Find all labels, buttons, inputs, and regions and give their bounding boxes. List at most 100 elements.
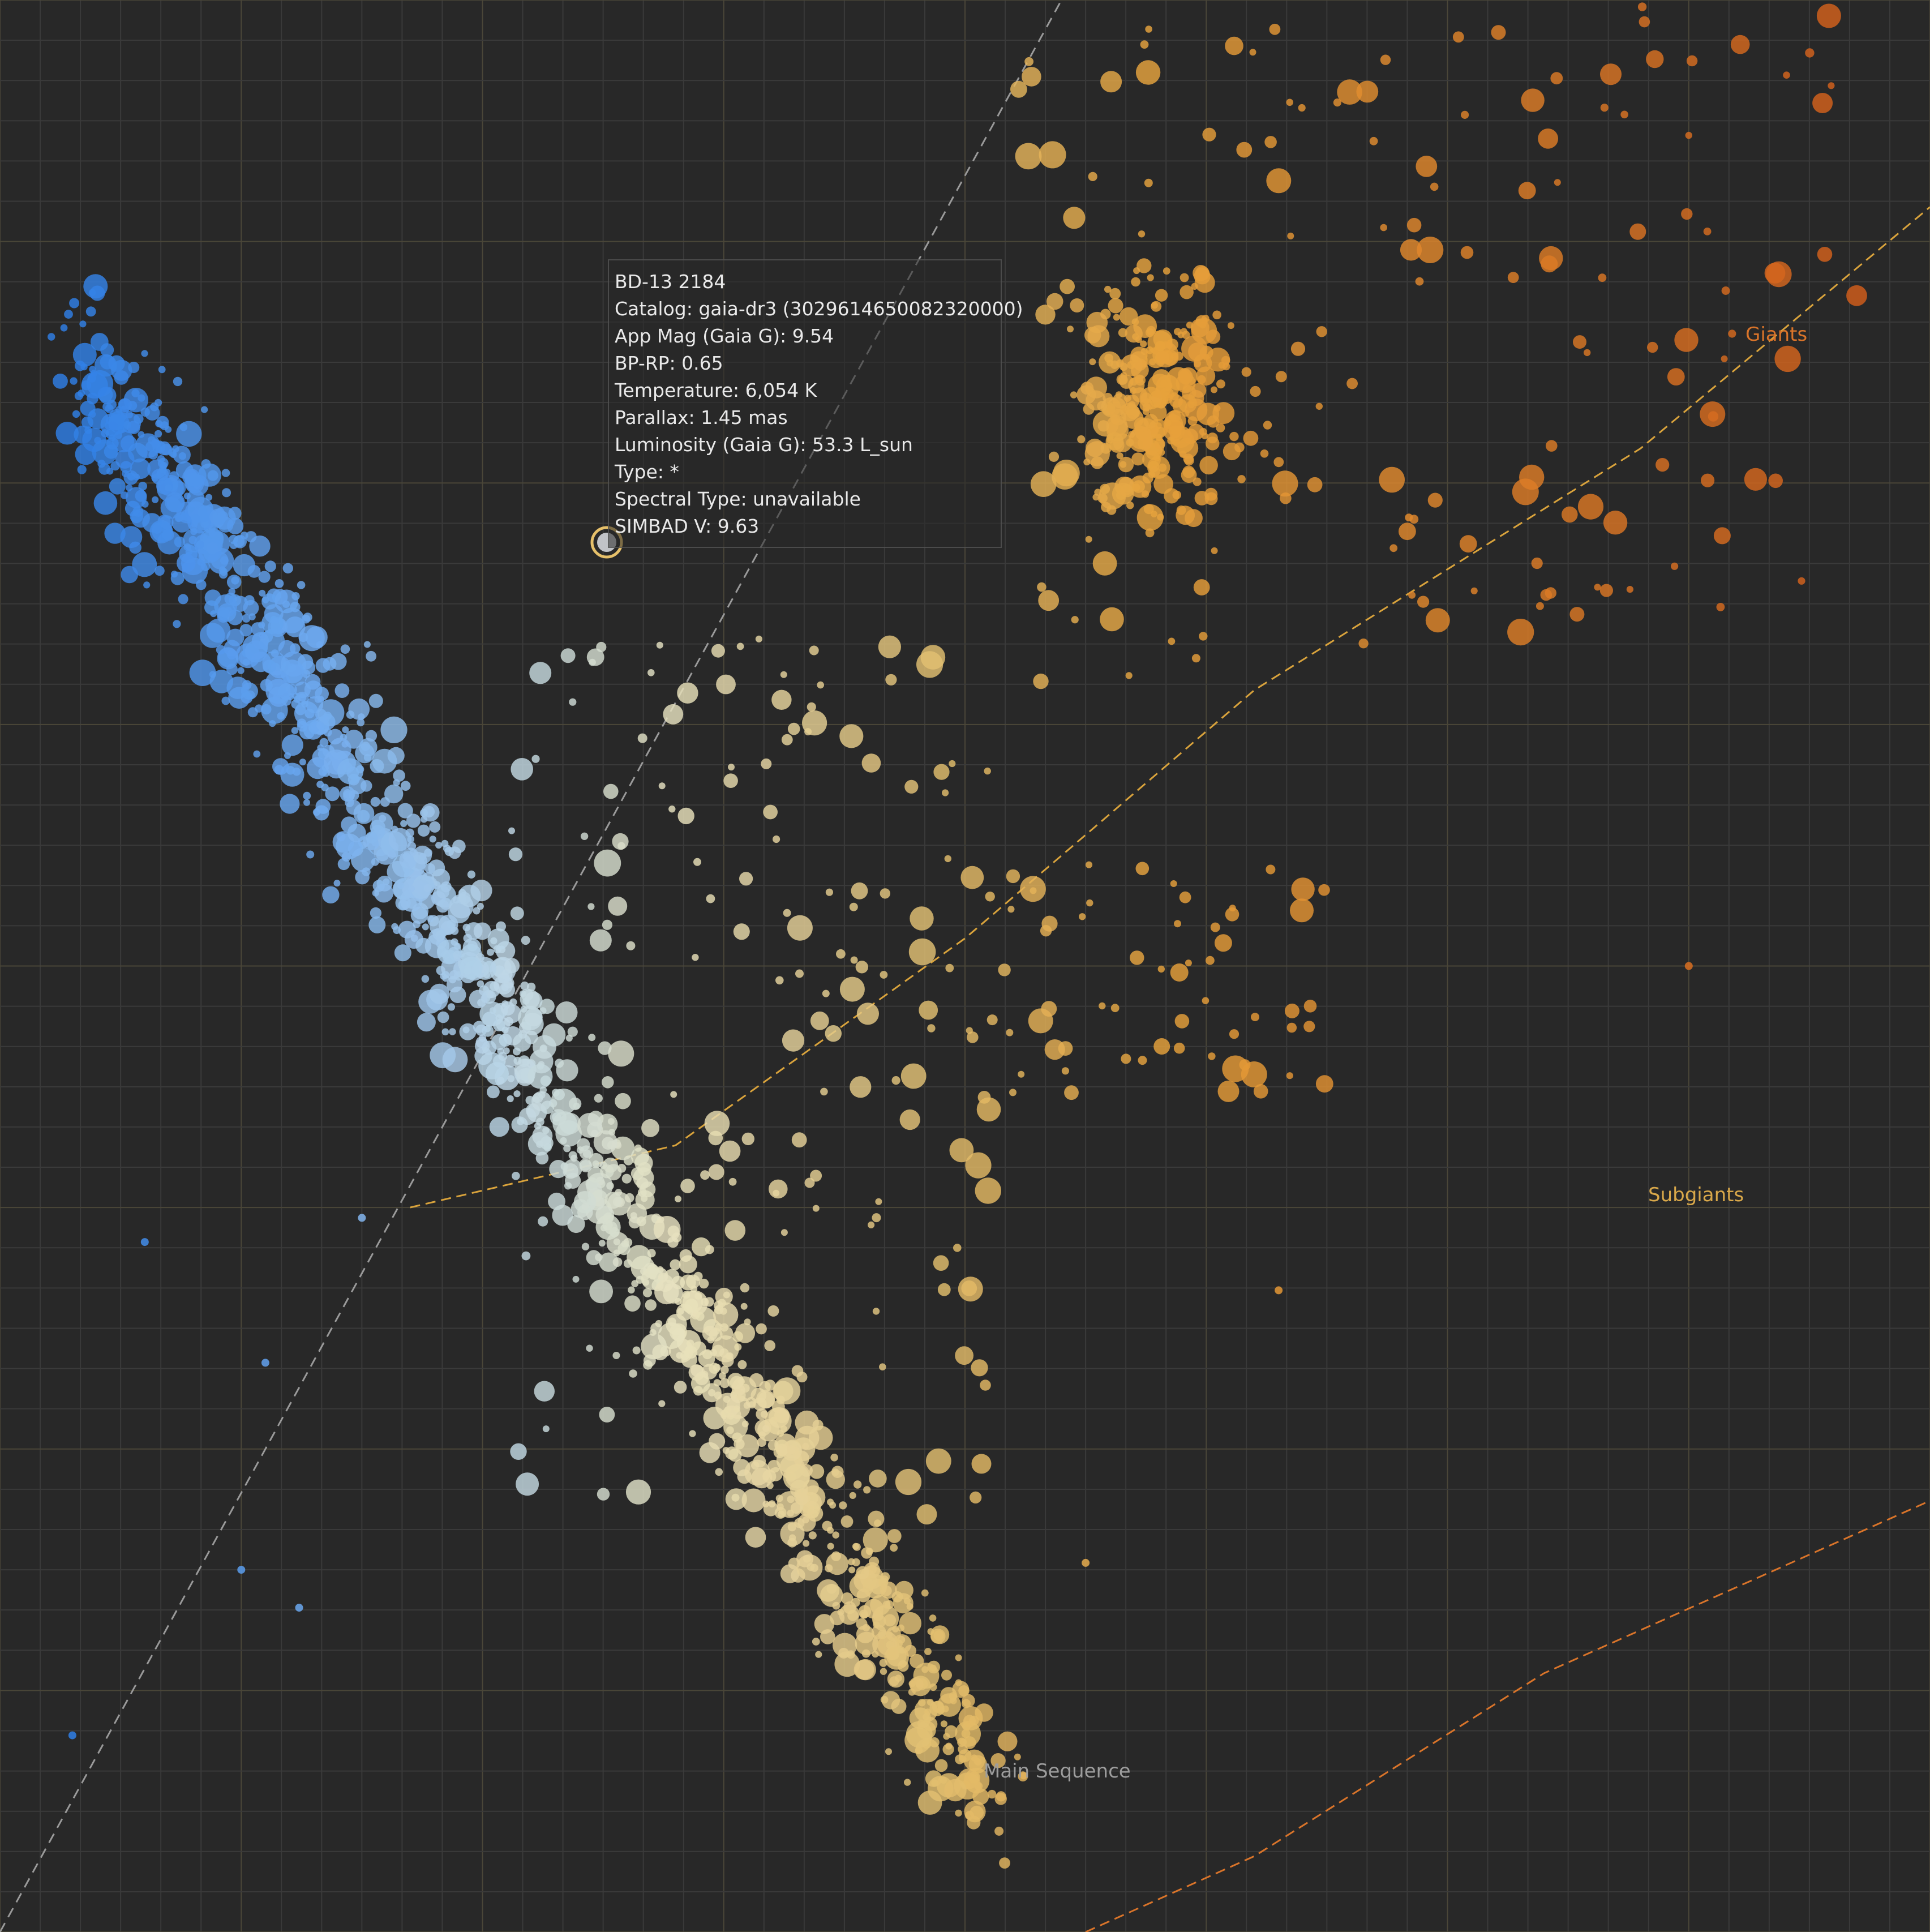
star-point (885, 1748, 892, 1755)
star-point (658, 1400, 666, 1407)
star-point (297, 581, 306, 589)
star-point (859, 1609, 869, 1619)
star-point (508, 847, 523, 862)
star-point (79, 320, 87, 328)
star-point (1307, 477, 1323, 492)
star-point (1145, 25, 1152, 33)
star-point (503, 1047, 510, 1055)
star-point (667, 1317, 676, 1326)
star-point (886, 1646, 907, 1667)
star-point (668, 806, 676, 813)
star-point (1521, 88, 1545, 112)
star-point (971, 1359, 988, 1377)
star-point (538, 1216, 548, 1227)
star-point (1105, 432, 1124, 451)
star-points[interactable] (48, 2, 1867, 1869)
star-point (1674, 328, 1699, 352)
star-point (1546, 440, 1558, 452)
star-point (1600, 104, 1609, 112)
star-point (1229, 1029, 1240, 1039)
star-point (1253, 1084, 1268, 1099)
star-point (1128, 431, 1135, 438)
star-point (869, 1556, 880, 1567)
star-point (1507, 272, 1519, 283)
star-point (955, 1346, 973, 1365)
star-point (363, 753, 372, 761)
star-point (1086, 899, 1093, 907)
star-point (315, 658, 331, 673)
star-point (1721, 286, 1730, 295)
star-point (719, 1326, 734, 1340)
star-point (123, 421, 131, 429)
star-point (608, 1040, 634, 1067)
star-point (166, 494, 185, 513)
star-point (1400, 239, 1422, 261)
star-point (366, 650, 376, 662)
star-point (1097, 420, 1109, 432)
star-point (871, 1625, 886, 1640)
star-point (692, 954, 699, 961)
star-point (1730, 35, 1750, 54)
star-point (589, 1279, 613, 1304)
star-point (473, 907, 481, 915)
star-point (1266, 168, 1292, 194)
star-point (1169, 425, 1182, 438)
star-point (723, 1395, 731, 1403)
star-point (654, 1279, 679, 1305)
star-point (278, 640, 296, 658)
star-point (1249, 49, 1256, 56)
tooltip-bp-rp: BP-RP: 0.65 (615, 352, 723, 374)
star-point (441, 971, 450, 979)
star-point (840, 1515, 854, 1528)
star-point (1217, 1080, 1240, 1102)
star-point (1783, 71, 1790, 79)
star-point (81, 416, 93, 429)
star-point (255, 704, 263, 713)
star-point (1193, 579, 1210, 596)
star-point (1637, 2, 1647, 11)
star-point (315, 799, 331, 814)
star-point (880, 888, 891, 899)
star-point (507, 1075, 515, 1082)
star-point (879, 1363, 886, 1370)
star-point (263, 659, 276, 674)
star-point (1138, 230, 1146, 238)
star-point (542, 1425, 550, 1433)
star-point (1272, 470, 1298, 497)
star-point (1194, 491, 1210, 506)
star-point (1022, 67, 1041, 87)
star-point (944, 1779, 967, 1802)
star-point (355, 743, 375, 764)
star-point (833, 1633, 857, 1657)
star-point (1577, 494, 1604, 520)
star-point (1667, 368, 1685, 385)
star-point (868, 1510, 885, 1527)
star-point (417, 824, 430, 837)
star-point (413, 920, 421, 928)
star-point (944, 855, 952, 863)
star-point (899, 1109, 920, 1130)
star-point (887, 1529, 902, 1543)
star-point (258, 621, 265, 629)
star-point (929, 1664, 937, 1672)
star-point (84, 426, 92, 434)
star-point (1744, 468, 1767, 491)
star-point (75, 361, 85, 371)
star-point (1091, 456, 1104, 469)
star-point (365, 730, 378, 742)
star-point (929, 1614, 937, 1622)
star-point (284, 752, 291, 759)
star-point (612, 1257, 623, 1267)
star-point (820, 1584, 843, 1607)
star-point (1070, 391, 1078, 399)
star-point (482, 1012, 497, 1027)
star-point (173, 620, 181, 628)
star-point (489, 1117, 509, 1137)
star-point (429, 821, 441, 833)
star-point (756, 1408, 768, 1420)
star-point (242, 614, 251, 623)
star-point (1186, 322, 1193, 329)
star-point (1077, 435, 1086, 444)
star-point (767, 1305, 779, 1317)
star-point (810, 1011, 829, 1030)
